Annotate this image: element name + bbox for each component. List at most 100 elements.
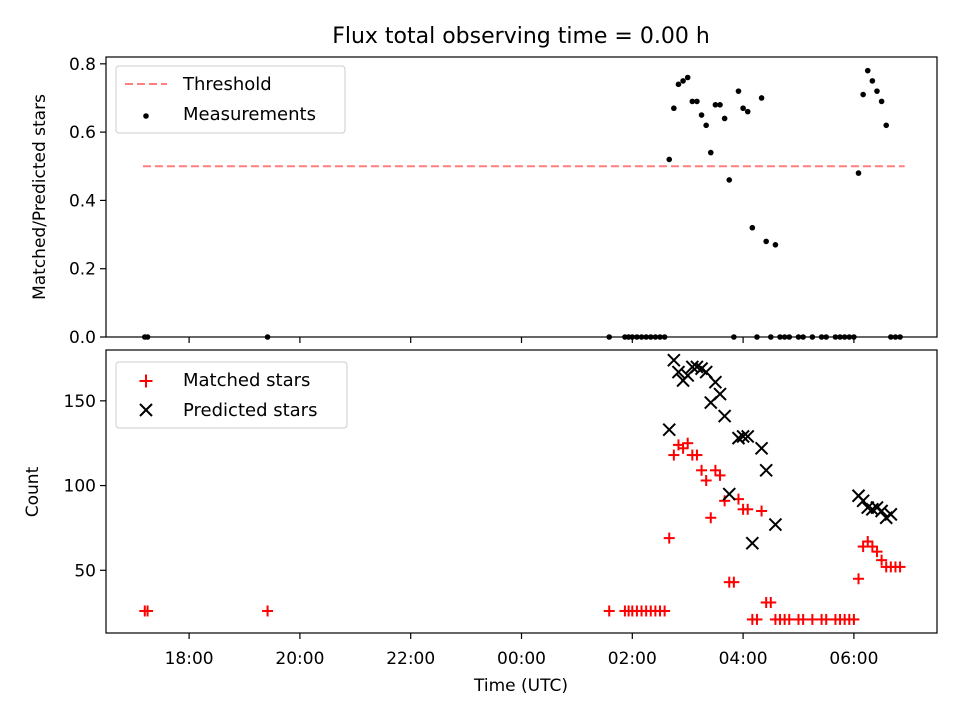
predicted-stars-point [713, 387, 727, 401]
measurement-point [712, 102, 719, 108]
predicted-stars-point-b [759, 463, 773, 478]
bottom-y-tick-label: 50 [74, 561, 96, 581]
predicted-stars-point-b [736, 429, 750, 444]
bottom-legend-box [115, 361, 348, 429]
predicted-stars-point-b [671, 365, 686, 379]
predicted-stars-point-b [731, 431, 746, 445]
predicted-stars-point-b [856, 494, 870, 508]
predicted-stars-legend-label: Predicted stars [183, 400, 317, 421]
predicted-stars-point [884, 507, 898, 522]
measurements-legend-swatch [143, 113, 149, 119]
measurement-point [671, 105, 677, 112]
top-y-tick-label: 0.4 [69, 191, 96, 211]
predicted-stars-point [741, 429, 755, 444]
predicted-stars-point-b [667, 353, 681, 367]
measurement-point [721, 115, 728, 122]
measurement-point [684, 74, 691, 81]
bottom-y-axis-label: Count [23, 466, 43, 517]
measurement-point [874, 88, 880, 94]
chart-title: Flux total observing time = 0.00 h [332, 24, 710, 49]
matched-stars-point [765, 596, 777, 608]
matched-stars-point [696, 464, 708, 476]
matched-stars-point [668, 449, 680, 461]
measurement-point [744, 108, 751, 115]
x-tick-label: 04:00 [719, 649, 768, 669]
matched-stars-point [783, 613, 795, 625]
predicted-stars-point [667, 353, 681, 367]
top-y-tick-label: 0.6 [69, 123, 96, 143]
x-tick-label: 20:00 [275, 649, 324, 669]
top-y-tick-label: 0.8 [69, 55, 96, 75]
matched-stars-point [603, 605, 615, 617]
predicted-stars-point-b [699, 365, 713, 379]
predicted-stars-point [690, 360, 704, 374]
x-tick-label: 02:00 [608, 649, 657, 669]
measurement-point [758, 95, 765, 101]
measurement-point [864, 67, 871, 74]
matched-stars-point [756, 505, 768, 517]
top-legend: Threshold Measurements [115, 65, 346, 134]
matched-stars-point [853, 573, 865, 585]
measurement-point [855, 170, 862, 176]
predicted-stars-point [717, 409, 732, 423]
predicted-stars-point-b [768, 517, 783, 532]
predicted-stars-point [759, 463, 773, 478]
matched-stars-legend-label: Matched stars [183, 370, 310, 391]
measurement-point [680, 78, 686, 84]
matched-stars-point [142, 605, 154, 617]
top-axes: 0.00.20.40.60.8 Matched/Predicted stars … [30, 55, 938, 348]
bottom-y-tick-label: 100 [64, 477, 96, 497]
measurement-point [694, 98, 700, 105]
predicted-stars-point-b [884, 507, 898, 522]
predicted-stars-legend-swatch [139, 403, 153, 417]
predicted-stars-point-b [690, 360, 704, 374]
predicted-stars-point-b [722, 487, 736, 501]
matched-stars-point [806, 613, 818, 625]
predicted-stars-point-b [708, 375, 723, 389]
measurement-point [763, 238, 769, 245]
measurement-point [703, 122, 709, 129]
predicted-stars-point-b [874, 504, 889, 518]
matched-stars-point [820, 613, 832, 625]
predicted-stars-point [736, 429, 750, 444]
measurement-point [735, 88, 742, 94]
bottom-legend: Matched stars Predicted stars [115, 361, 348, 429]
measurements-legend-label: Measurements [183, 104, 316, 125]
matched-stars-point [751, 613, 763, 625]
bottom-y-tick-label: 150 [64, 392, 96, 412]
measurement-point [869, 78, 876, 84]
predicted-stars-point [754, 441, 769, 455]
matched-stars-point [682, 437, 694, 449]
matched-stars-point [659, 605, 671, 617]
measurement-point [675, 81, 682, 88]
top-y-axis-label: Matched/Predicted stars [30, 94, 50, 300]
top-y-tick-label: 0.0 [69, 328, 96, 348]
measurement-point [689, 98, 696, 105]
top-x-ticks [188, 337, 855, 343]
matched-stars-point [714, 469, 726, 481]
predicted-stars-point-b [713, 387, 727, 401]
measurement-point [740, 105, 746, 112]
matched-stars-point [728, 576, 740, 588]
top-y-tick-label: 0.2 [69, 260, 96, 280]
x-tick-label: 22:00 [386, 649, 435, 669]
matched-stars-point [663, 532, 675, 544]
predicted-stars-point-b [717, 409, 732, 423]
predicted-stars-point [745, 536, 760, 550]
measurement-point [878, 98, 885, 105]
measurement-point [717, 102, 723, 108]
measurement-point [860, 91, 866, 98]
x-tick-label: 00:00 [497, 649, 546, 669]
matched-stars-point [691, 449, 703, 461]
predicted-stars-point [662, 422, 676, 437]
matched-stars-point [705, 512, 717, 524]
bottom-x-ticks: 18:00 20:00 22:00 00:00 02:00 04:00 06:00 [165, 633, 878, 669]
predicted-stars-point-b [745, 536, 760, 550]
measurement-point [666, 156, 673, 163]
predicted-stars-point-b [741, 429, 755, 444]
matched-stars-point [742, 503, 754, 515]
predicted-stars-point-b [754, 441, 769, 455]
top-legend-box [115, 65, 346, 134]
x-tick-label: 18:00 [165, 649, 214, 669]
